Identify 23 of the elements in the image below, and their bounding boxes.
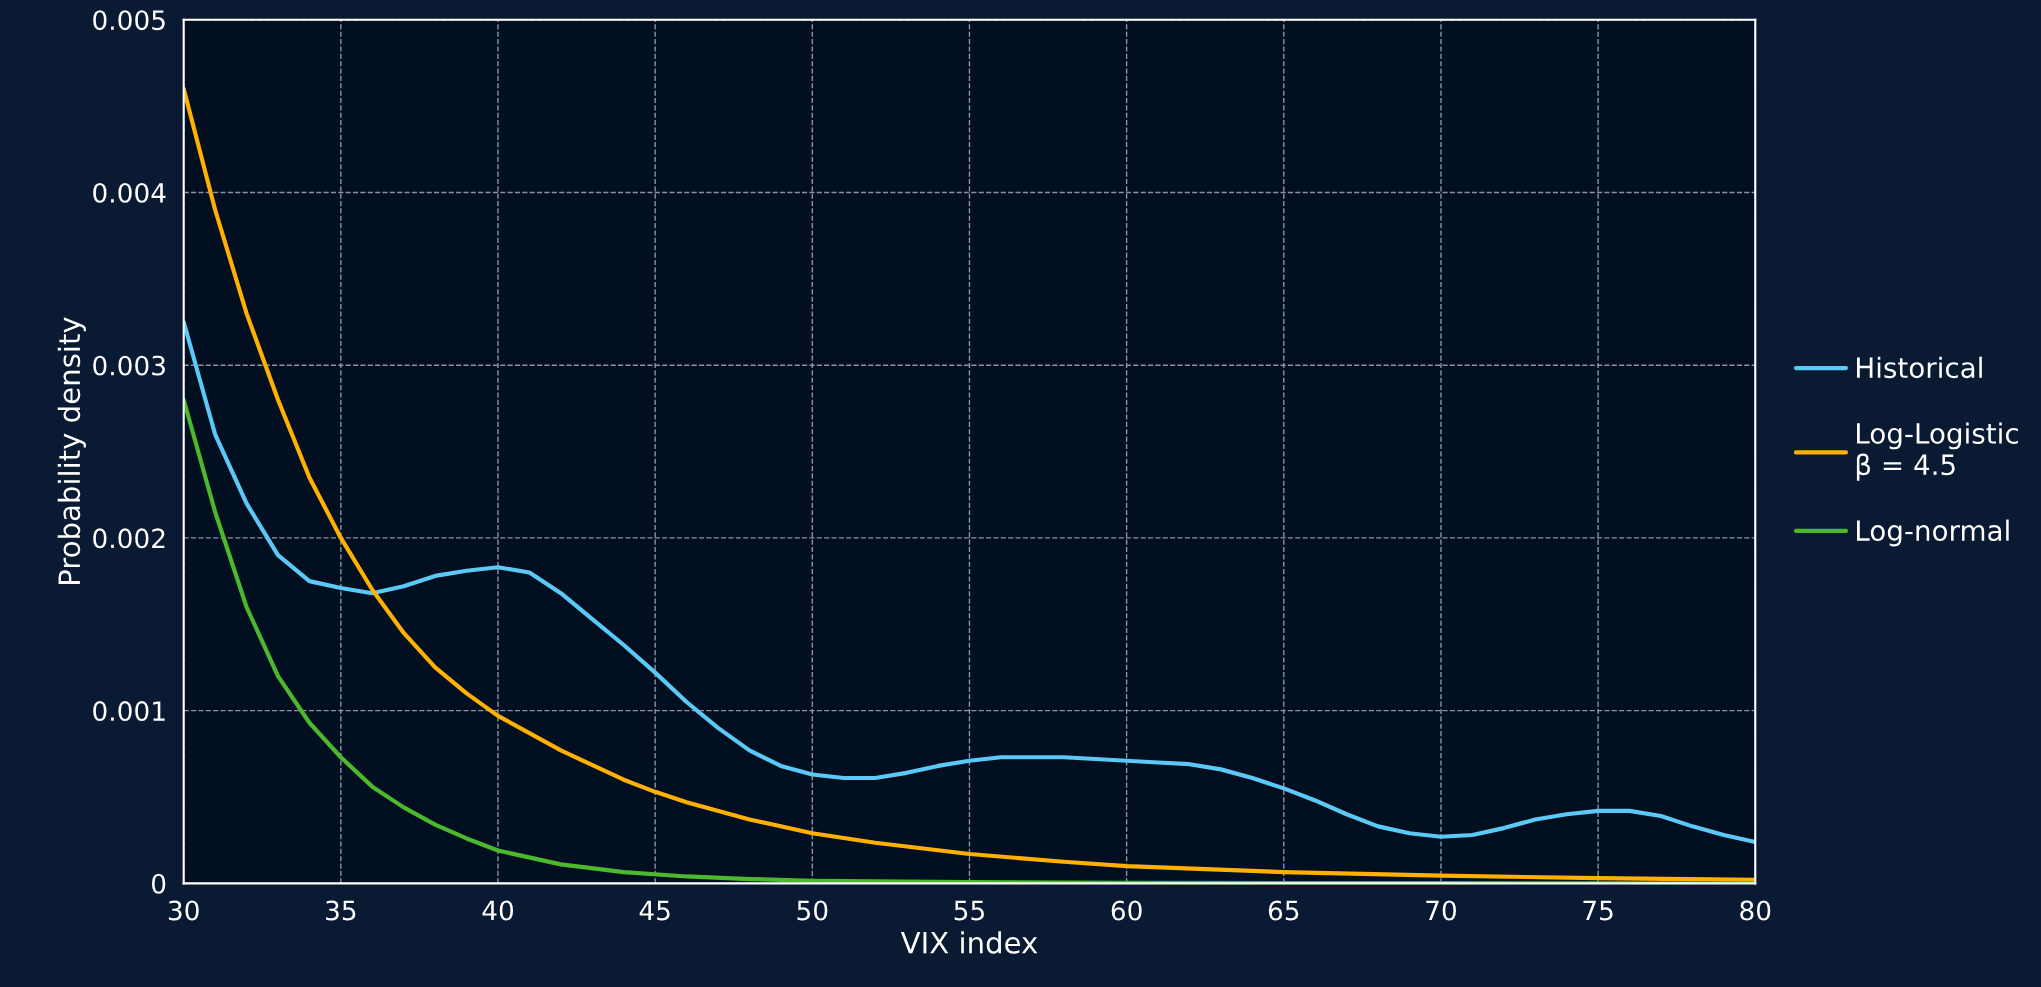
x-tick-label: 65 — [1268, 900, 1299, 921]
x-tick-label: 70 — [1426, 900, 1456, 921]
x-tick-label: 45 — [639, 900, 670, 921]
x-tick-label: 35 — [326, 900, 356, 921]
x-tick-label: 60 — [1111, 900, 1142, 921]
x-tick-label: 30 — [168, 900, 199, 921]
x-tick-label: 40 — [482, 900, 514, 921]
line-series — [183, 319, 1756, 844]
x-axis-title: VIX index — [900, 931, 1038, 954]
legend-label: Log-Logistic β = 4.5 — [1856, 422, 2018, 481]
legend-label: Historical — [1857, 356, 1982, 379]
y-tick-label: 0.005 — [93, 10, 165, 31]
y-tick-label: 0.003 — [93, 355, 165, 376]
x-tick-label: 75 — [1583, 900, 1613, 921]
legend-label: Log-normal — [1857, 519, 2009, 547]
y-tick-label: 0.002 — [93, 528, 165, 549]
y-tick-label: 0.001 — [93, 701, 165, 722]
y-axis-title: Probability density — [57, 317, 86, 584]
x-tick-label: 50 — [797, 900, 828, 921]
x-tick-label: 80 — [1740, 900, 1771, 921]
x-tick-label: 55 — [954, 900, 984, 921]
y-tick-label: 0 — [151, 873, 166, 894]
y-tick-label: 0.004 — [93, 182, 166, 203]
